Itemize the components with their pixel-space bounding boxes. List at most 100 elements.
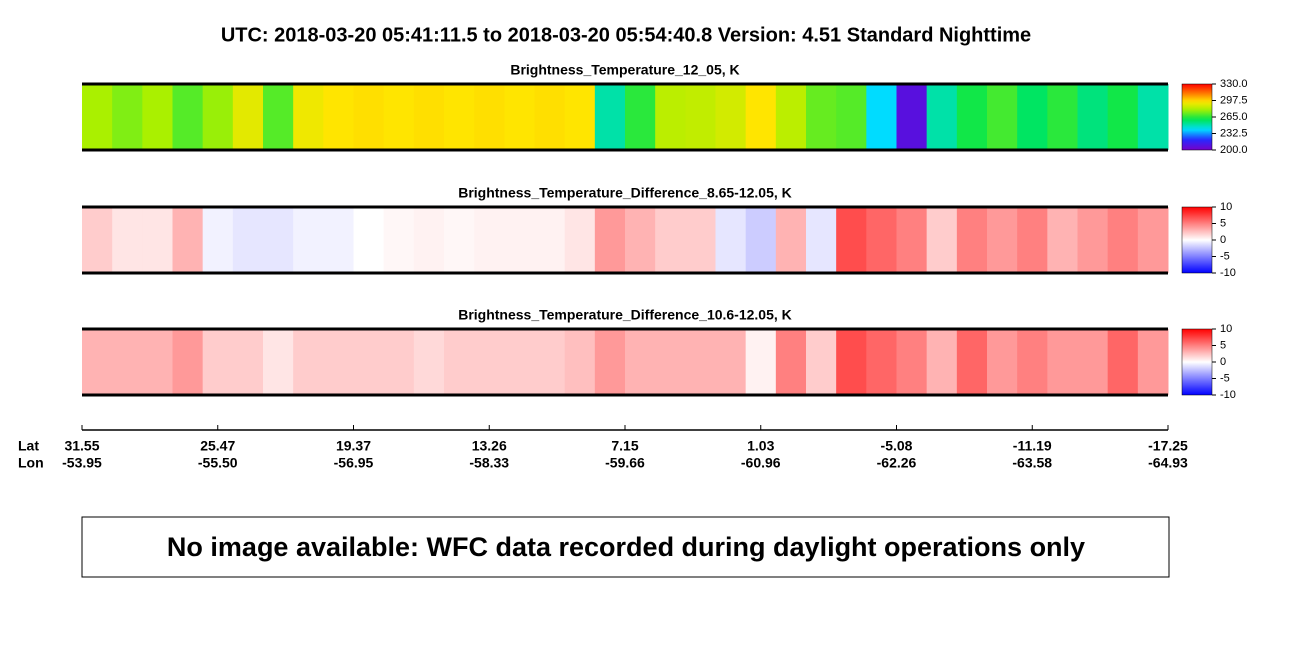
heatmap-cell <box>263 207 294 273</box>
heatmap-cell <box>987 207 1018 273</box>
lat-tick-label: 13.26 <box>472 438 507 454</box>
colorbar-tick-label: 5 <box>1220 217 1226 229</box>
heatmap-cell <box>745 84 777 150</box>
lon-tick-label: -53.95 <box>62 455 102 471</box>
heatmap-cell <box>625 207 656 273</box>
heatmap-cell <box>323 84 354 150</box>
heatmap-cell <box>655 329 686 395</box>
heatmap-cell <box>685 207 716 273</box>
heatmap-cell <box>323 329 354 395</box>
colorbar-tick-label: 200.0 <box>1220 144 1248 156</box>
lat-tick-label: -17.25 <box>1148 438 1188 454</box>
heatmap-cell <box>655 207 686 273</box>
heatmap-cell <box>956 207 988 273</box>
heatmap-cell <box>1137 207 1169 273</box>
heatmap-cell <box>926 84 958 150</box>
lat-tick-label: 7.15 <box>611 438 638 454</box>
heatmap-cell <box>504 329 535 395</box>
heatmap-cell <box>112 329 143 395</box>
heatmap-cell <box>836 207 867 273</box>
heatmap-cell <box>1077 84 1109 150</box>
colorbar <box>1181 206 1213 274</box>
heatmap-cell <box>504 84 535 150</box>
heatmap-cell <box>263 84 294 150</box>
panel-title: Brightness_Temperature_Difference_10.6-1… <box>458 307 792 323</box>
heatmap-cell <box>142 84 173 150</box>
lat-tick-label: -11.19 <box>1013 438 1052 454</box>
heatmap-cell <box>987 84 1018 150</box>
heatmap-cell <box>263 329 294 395</box>
heatmap-cell <box>1047 207 1078 273</box>
heatmap-cell <box>474 329 505 395</box>
heatmap-cell <box>444 207 475 273</box>
lat-label: Lat <box>18 438 39 454</box>
lat-tick-label: 1.03 <box>747 438 774 454</box>
heatmap-cell <box>202 329 234 395</box>
heatmap-cell <box>474 84 505 150</box>
heatmap-cell <box>82 329 113 395</box>
lon-tick-label: -63.58 <box>1012 455 1052 471</box>
heatmap-cell <box>1137 84 1169 150</box>
panel-title: Brightness_Temperature_12_05, K <box>510 62 739 78</box>
heatmap-cell <box>142 329 173 395</box>
heatmap-cell <box>775 84 807 150</box>
heatmap-cell <box>383 207 415 273</box>
heatmap-cell <box>775 207 807 273</box>
heatmap-cell <box>564 84 596 150</box>
heatmap-cell <box>444 84 475 150</box>
panel-title: Brightness_Temperature_Difference_8.65-1… <box>458 185 792 201</box>
colorbar-tick-label: 0 <box>1220 234 1226 246</box>
colorbar-tick-label: 297.5 <box>1220 94 1248 106</box>
heatmap-cell <box>715 207 747 273</box>
colorbar <box>1181 83 1213 151</box>
lat-tick-label: 25.47 <box>200 438 235 454</box>
heatmap-cell <box>353 84 385 150</box>
heatmap-cell <box>1017 207 1048 273</box>
lon-tick-label: -56.95 <box>334 455 374 471</box>
heatmap-cell <box>293 329 324 395</box>
heatmap-cell <box>293 84 324 150</box>
heatmap-cell <box>926 329 958 395</box>
heatmap-cell <box>474 207 505 273</box>
heatmap-cell <box>806 329 837 395</box>
heatmap-cell <box>1077 207 1109 273</box>
heatmap-cell <box>82 84 113 150</box>
notice-text: No image available: WFC data recorded du… <box>167 532 1085 562</box>
heatmap-cell <box>866 207 897 273</box>
heatmap-cell <box>866 84 897 150</box>
heatmap-cell <box>896 207 928 273</box>
heatmap-cell <box>202 207 234 273</box>
heatmap-cell <box>383 329 415 395</box>
heatmap-cell <box>172 329 204 395</box>
heatmap-cell <box>232 207 264 273</box>
heatmap-cell <box>745 329 777 395</box>
colorbar-tick-label: -5 <box>1220 372 1230 384</box>
heatmap-cell <box>926 207 958 273</box>
colorbar-tick-label: 0 <box>1220 356 1226 368</box>
lat-tick-label: -5.08 <box>881 438 913 454</box>
heatmap-cell <box>353 207 385 273</box>
heatmap-cell <box>1107 329 1139 395</box>
page-title: UTC: 2018-03-20 05:41:11.5 to 2018-03-20… <box>221 24 1031 46</box>
colorbar-tick-label: 232.5 <box>1220 127 1248 139</box>
lat-tick-label: 19.37 <box>336 438 371 454</box>
colorbar-tick-label: -10 <box>1220 389 1236 401</box>
heatmap-cell <box>1047 329 1078 395</box>
heatmap-cell <box>715 329 747 395</box>
heatmap-cell <box>836 84 867 150</box>
heatmap-cell <box>594 84 626 150</box>
heatmap-cell <box>775 329 807 395</box>
heatmap-cell <box>745 207 777 273</box>
heatmap-cell <box>383 84 415 150</box>
heatmap-cell <box>806 84 837 150</box>
heatmap-cell <box>594 207 626 273</box>
colorbar-tick-label: -5 <box>1220 250 1230 262</box>
notice-box <box>81 516 1170 578</box>
heatmap-cell <box>413 84 445 150</box>
heatmap-cell <box>685 329 716 395</box>
heatmap-cell <box>806 207 837 273</box>
heatmap-cell <box>232 84 264 150</box>
heatmap-cell <box>534 329 566 395</box>
heatmap-cell <box>534 207 566 273</box>
